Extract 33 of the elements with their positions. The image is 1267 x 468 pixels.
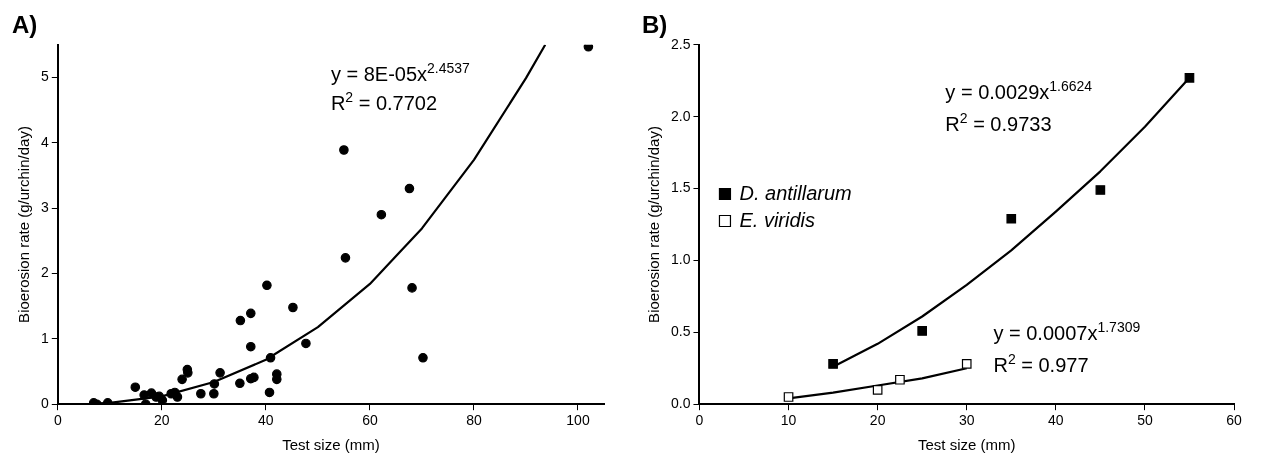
- x-axis-title: Test size (mm): [282, 436, 380, 454]
- y-tick-label: 2.5: [670, 35, 691, 52]
- y-axis-title: Bioerosion rate (g/urchin/day): [645, 126, 663, 323]
- x-tick-label: 40: [258, 412, 274, 429]
- x-axis-title: Test size (mm): [917, 436, 1016, 454]
- y-tick-label: 0.5: [670, 323, 691, 340]
- y-tick-label: 0: [40, 395, 49, 412]
- chart-title: B): [642, 11, 668, 39]
- x-tick-label: 50: [1137, 412, 1153, 429]
- y-tick-label: 2: [40, 264, 49, 281]
- y-tick-label: 3: [40, 199, 49, 216]
- x-tick-label: 20: [154, 412, 170, 429]
- legend-label: D. antillarum: [739, 182, 852, 205]
- y-tick-label: 4: [40, 133, 49, 150]
- x-tick-label: 100: [566, 412, 590, 429]
- x-tick-label: 40: [1048, 412, 1064, 429]
- x-tick-label: 30: [958, 412, 975, 429]
- y-tick-label: 1: [40, 329, 49, 346]
- x-tick-label: 80: [466, 412, 482, 429]
- y-tick-label: 1.5: [670, 179, 691, 196]
- x-tick-label: 0: [695, 412, 704, 429]
- x-tick-label: 20: [869, 412, 886, 429]
- legend-label: E. viridis: [739, 209, 816, 232]
- y-tick-label: 5: [40, 68, 49, 85]
- y-axis-title: Bioerosion rate (g/urchin/day): [15, 126, 33, 323]
- x-tick-label: 60: [362, 412, 378, 429]
- chart-title: A): [12, 11, 38, 39]
- x-tick-label: 10: [780, 412, 797, 429]
- y-tick-label: 0.0: [670, 395, 691, 412]
- x-tick-label: 0: [53, 412, 62, 429]
- y-tick-label: 2.0: [670, 107, 691, 124]
- x-tick-label: 60: [1226, 412, 1242, 429]
- y-tick-label: 1.0: [670, 251, 691, 268]
